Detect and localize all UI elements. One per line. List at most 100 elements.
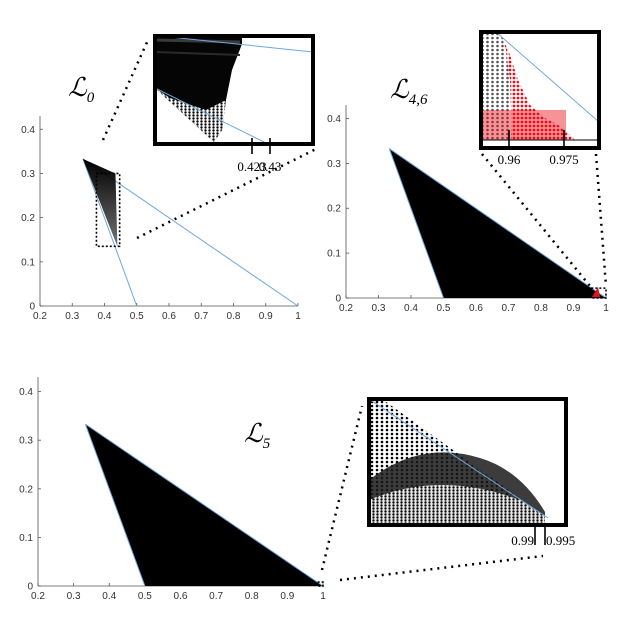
x-tick-label: 0.6 — [174, 591, 188, 602]
panel-label-main: ℒ — [68, 73, 88, 102]
y-tick-label: 0.4 — [21, 125, 35, 136]
panel-l46: 0.2 0.3 0.4 0.5 0.6 0.7 0.8 0.9 1 00.10.20.30.4 … — [327, 30, 609, 314]
zoom-box — [590, 287, 607, 299]
x-tick-label: 0.3 — [372, 303, 386, 314]
y-tick-label: 0.3 — [19, 436, 33, 447]
zoom-connector — [481, 153, 591, 287]
panel-label: ℒ5 — [244, 419, 271, 452]
x-tick-label: 0.2 — [339, 303, 353, 314]
y-tick-label: 0.4 — [327, 114, 341, 125]
y-tick-label: 0.2 — [21, 213, 35, 224]
inset-tick-label: 0.99 — [511, 533, 534, 548]
inset-boundary-line — [369, 399, 549, 519]
inset-frame — [153, 34, 315, 146]
region-polygon — [82, 158, 118, 247]
zoom-connector — [320, 405, 364, 571]
panel-label: ℒ4,6 — [390, 75, 428, 108]
boundary-line — [84, 423, 146, 587]
inset-tick-label: 0.975 — [549, 152, 578, 167]
x-tick-label: 0.5 — [138, 591, 152, 602]
inset-boundary-line — [155, 87, 269, 144]
x-tick-label: 0.8 — [227, 311, 241, 322]
x-tick-label: 0.4 — [404, 303, 418, 314]
x-tick-label: 0.5 — [437, 303, 451, 314]
x-tick-label: 0.2 — [31, 591, 45, 602]
boundary-lines — [84, 423, 324, 587]
inset-region-lower — [369, 485, 545, 525]
x-tick-label: 0.4 — [98, 311, 112, 322]
inset-streak — [155, 38, 241, 44]
y-tick-label: 0.1 — [327, 249, 341, 260]
y-ticks: 0 0.1 0.2 0.3 0.4 — [327, 114, 349, 305]
y-tick-label: 0.3 — [21, 169, 35, 180]
x-tick-label: 0.3 — [67, 591, 81, 602]
x-tick-label: 0.4 — [102, 591, 116, 602]
y-tick-label: 0.4 — [19, 387, 33, 398]
panel-label-main: ℒ — [244, 419, 264, 448]
x-tick-label: 0.9 — [259, 311, 273, 322]
inset-ticks: 0.99 0.995 — [511, 527, 575, 548]
boundary-lines — [388, 148, 607, 299]
inset-boundary-line — [159, 36, 313, 53]
boundary-line — [388, 148, 444, 299]
inset-frame — [367, 397, 568, 527]
inset-region-edge — [155, 88, 226, 142]
y-tick-label: 0 — [335, 294, 341, 305]
y-tick-label: 0.1 — [21, 257, 35, 268]
x-tick-label: 1 — [603, 303, 609, 314]
zoom-connector — [594, 153, 608, 287]
y-tick-label: 0.2 — [327, 204, 341, 215]
panel-label-main: ℒ — [390, 75, 410, 104]
x-ticks: 0.2 0.3 0.4 0.5 0.6 0.7 0.8 0.9 1 — [33, 303, 301, 322]
boundary-lines — [82, 158, 299, 307]
y-ticks: 0 0.1 0.2 0.3 0.4 — [19, 387, 41, 593]
feasible-region — [82, 158, 118, 247]
x-tick-label: 0.7 — [502, 303, 516, 314]
x-ticks: 0.2 0.3 0.4 0.5 0.6 0.7 0.8 0.9 1 — [339, 295, 609, 314]
y-ticks: 0 0.1 0.2 0.3 0.4 — [21, 125, 43, 313]
inset-frame — [479, 30, 601, 150]
inset-ticks: 0.96 0.975 — [498, 130, 579, 167]
panel-l0: 0.2 0.3 0.4 0.5 0.6 0.7 0.8 0.9 1 00.10.20.30.4 … — [21, 34, 319, 322]
x-tick-label: 0.9 — [280, 591, 294, 602]
inset-tick-label: 0.995 — [546, 533, 575, 548]
inset-boundary-line — [495, 32, 599, 123]
x-tick-label: 1 — [295, 311, 301, 322]
panel-label-sub: 0 — [87, 90, 95, 106]
inset-red-band — [481, 110, 566, 140]
x-tick-label: 0.2 — [33, 311, 47, 322]
zoom-rect — [316, 581, 324, 587]
boundary-line — [85, 423, 324, 587]
boundary-line — [388, 148, 607, 299]
zoom-rect — [590, 287, 607, 299]
x-tick-label: 0.3 — [65, 311, 79, 322]
zoom-connector — [339, 554, 544, 582]
inset-grey-region — [481, 32, 512, 140]
x-tick-label: 1 — [320, 591, 326, 602]
x-ticks: 0.2 0.3 0.4 0.5 0.6 0.7 0.8 0.9 1 — [31, 583, 326, 602]
y-tick-label: 0 — [27, 582, 33, 593]
y-tick-label: 0.3 — [327, 159, 341, 170]
x-tick-label: 0.6 — [162, 311, 176, 322]
inset-streak — [155, 51, 241, 56]
x-tick-label: 0.7 — [194, 311, 208, 322]
boundary-line — [82, 158, 138, 307]
panel-label-sub: 5 — [263, 436, 271, 452]
x-tick-label: 0.5 — [130, 311, 144, 322]
highlight-region — [592, 287, 600, 297]
x-tick-label: 0.8 — [245, 591, 259, 602]
panel-l5: 0.2 0.3 0.4 0.5 0.6 0.7 0.8 0.9 1 00.10.20.30.4 … — [19, 377, 575, 602]
inset: 0.96 0.975 — [479, 30, 601, 167]
x-tick-label: 0.8 — [534, 303, 548, 314]
y-tick-label: 0.2 — [19, 484, 33, 495]
zoom-box — [316, 581, 324, 587]
panel-label: ℒ0 — [68, 73, 95, 106]
y-tick-label: 0 — [29, 302, 35, 313]
inset: 0.99 0.995 — [367, 397, 575, 548]
boundary-line — [82, 158, 299, 307]
y-tick-label: 0.1 — [19, 533, 33, 544]
panel-label-sub: 4,6 — [409, 92, 428, 108]
zoom-connector — [136, 146, 319, 240]
